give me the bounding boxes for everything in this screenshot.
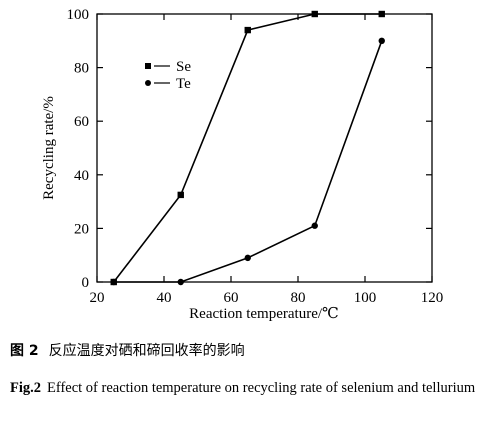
figure-caption-chinese: 图 2 反应温度对硒和碲回收率的影响 bbox=[10, 340, 245, 360]
y-tick-label: 20 bbox=[74, 221, 89, 237]
x-tick-label: 100 bbox=[354, 290, 377, 306]
data-point-te bbox=[110, 278, 117, 286]
plot-frame bbox=[96, 13, 433, 283]
data-point-te bbox=[311, 222, 318, 229]
figure-caption-english: Fig.2 Effect of reaction temperature on r… bbox=[10, 375, 480, 402]
caption-en-label: Fig.2 bbox=[10, 380, 42, 396]
x-axis-label: Reaction temperature/℃ bbox=[189, 306, 339, 322]
data-point-se bbox=[177, 191, 184, 199]
legend-marker-te bbox=[145, 80, 151, 86]
data-point-te bbox=[378, 37, 385, 44]
series-line-te bbox=[113, 40, 383, 283]
data-point-se bbox=[311, 10, 318, 18]
legend-label-te: Te bbox=[176, 76, 191, 92]
data-point-se bbox=[378, 10, 385, 18]
caption-en-text: Effect of reaction temperature on recycl… bbox=[47, 380, 476, 396]
x-tick-label: 40 bbox=[157, 290, 172, 306]
y-tick-label: 60 bbox=[74, 114, 89, 130]
data-point-te bbox=[177, 278, 184, 286]
series-line-se bbox=[113, 13, 382, 283]
y-tick-label: 100 bbox=[67, 7, 90, 23]
y-axis-label: Recycling rate/% bbox=[41, 96, 57, 200]
x-tick-label: 120 bbox=[421, 290, 444, 306]
y-tick-label: 0 bbox=[82, 275, 90, 291]
chart: 20 40 60 80 100 120 0 20 40 60 80 100 Se Te Reaction… bbox=[41, 7, 444, 322]
caption-cn-label: 图 2 bbox=[10, 343, 39, 359]
y-tick-label: 40 bbox=[74, 168, 89, 184]
legend-marker-se bbox=[145, 63, 151, 69]
y-tick-label: 80 bbox=[74, 61, 89, 77]
series-layer bbox=[110, 10, 385, 286]
caption-cn-text: 反应温度对硒和碲回收率的影响 bbox=[48, 343, 245, 359]
x-tick-label: 60 bbox=[224, 290, 239, 306]
x-tick-label: 20 bbox=[90, 290, 105, 306]
data-point-te bbox=[244, 254, 251, 262]
x-tick-label: 80 bbox=[291, 290, 306, 306]
legend-label-se: Se bbox=[176, 59, 191, 75]
data-point-se bbox=[244, 26, 251, 34]
